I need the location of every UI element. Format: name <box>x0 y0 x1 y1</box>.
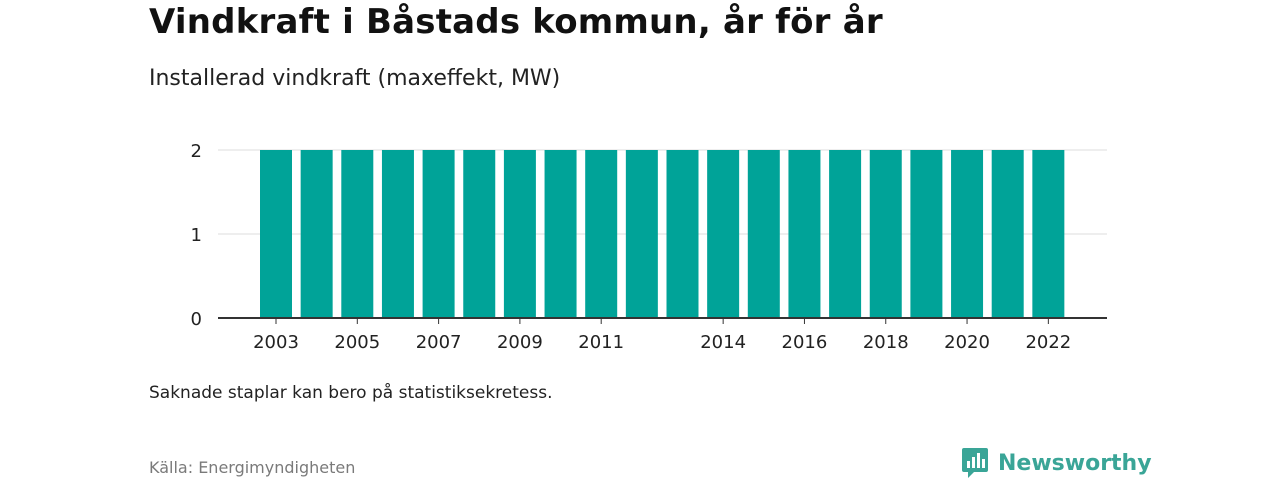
bar <box>381 150 414 318</box>
bar <box>625 150 658 318</box>
bar <box>788 150 821 318</box>
bar <box>910 150 943 318</box>
y-tick-label: 1 <box>191 225 202 246</box>
bar <box>422 150 455 318</box>
bars <box>260 150 1065 318</box>
bar <box>503 150 536 318</box>
bar <box>707 150 740 318</box>
bar <box>747 150 780 318</box>
chart-subtitle: Installerad vindkraft (maxeffekt, MW) <box>149 66 561 91</box>
y-tick-label: 0 <box>191 309 202 330</box>
bar <box>991 150 1024 318</box>
x-tick-label: 2007 <box>416 332 462 353</box>
bar-chart-logo-icon <box>962 448 988 478</box>
x-tick-label: 2003 <box>253 332 299 353</box>
chart-title: Vindkraft i Båstads kommun, år för år <box>149 2 883 42</box>
bar <box>1032 150 1065 318</box>
y-tick-label: 2 <box>191 141 202 162</box>
chart-note: Saknade staplar kan bero på statistiksek… <box>149 383 553 403</box>
x-tick-label: 2009 <box>497 332 543 353</box>
x-tick-label: 2020 <box>944 332 990 353</box>
x-tick-label: 2005 <box>334 332 380 353</box>
bar <box>585 150 618 318</box>
y-tick-labels: 0 1 2 <box>191 141 202 330</box>
bar <box>463 150 496 318</box>
x-tick-label: 2016 <box>782 332 828 353</box>
x-tick-label: 2011 <box>578 332 624 353</box>
bar <box>666 150 699 318</box>
bar <box>869 150 902 318</box>
brand-logo: Newsworthy <box>960 446 1152 480</box>
bar <box>300 150 333 318</box>
bar <box>951 150 984 318</box>
bar <box>260 150 292 318</box>
x-tick-labels: 2003 2005 2007 2009 2011 2014 2016 2018 2020 2022 <box>253 318 1071 353</box>
bar <box>544 150 577 318</box>
x-tick-label: 2018 <box>863 332 909 353</box>
source-label: Källa: Energimyndigheten <box>149 458 356 477</box>
bar <box>341 150 374 318</box>
x-tick-label: 2014 <box>700 332 746 353</box>
x-tick-label: 2022 <box>1025 332 1071 353</box>
bar <box>829 150 862 318</box>
brand-name: Newsworthy <box>998 450 1152 476</box>
